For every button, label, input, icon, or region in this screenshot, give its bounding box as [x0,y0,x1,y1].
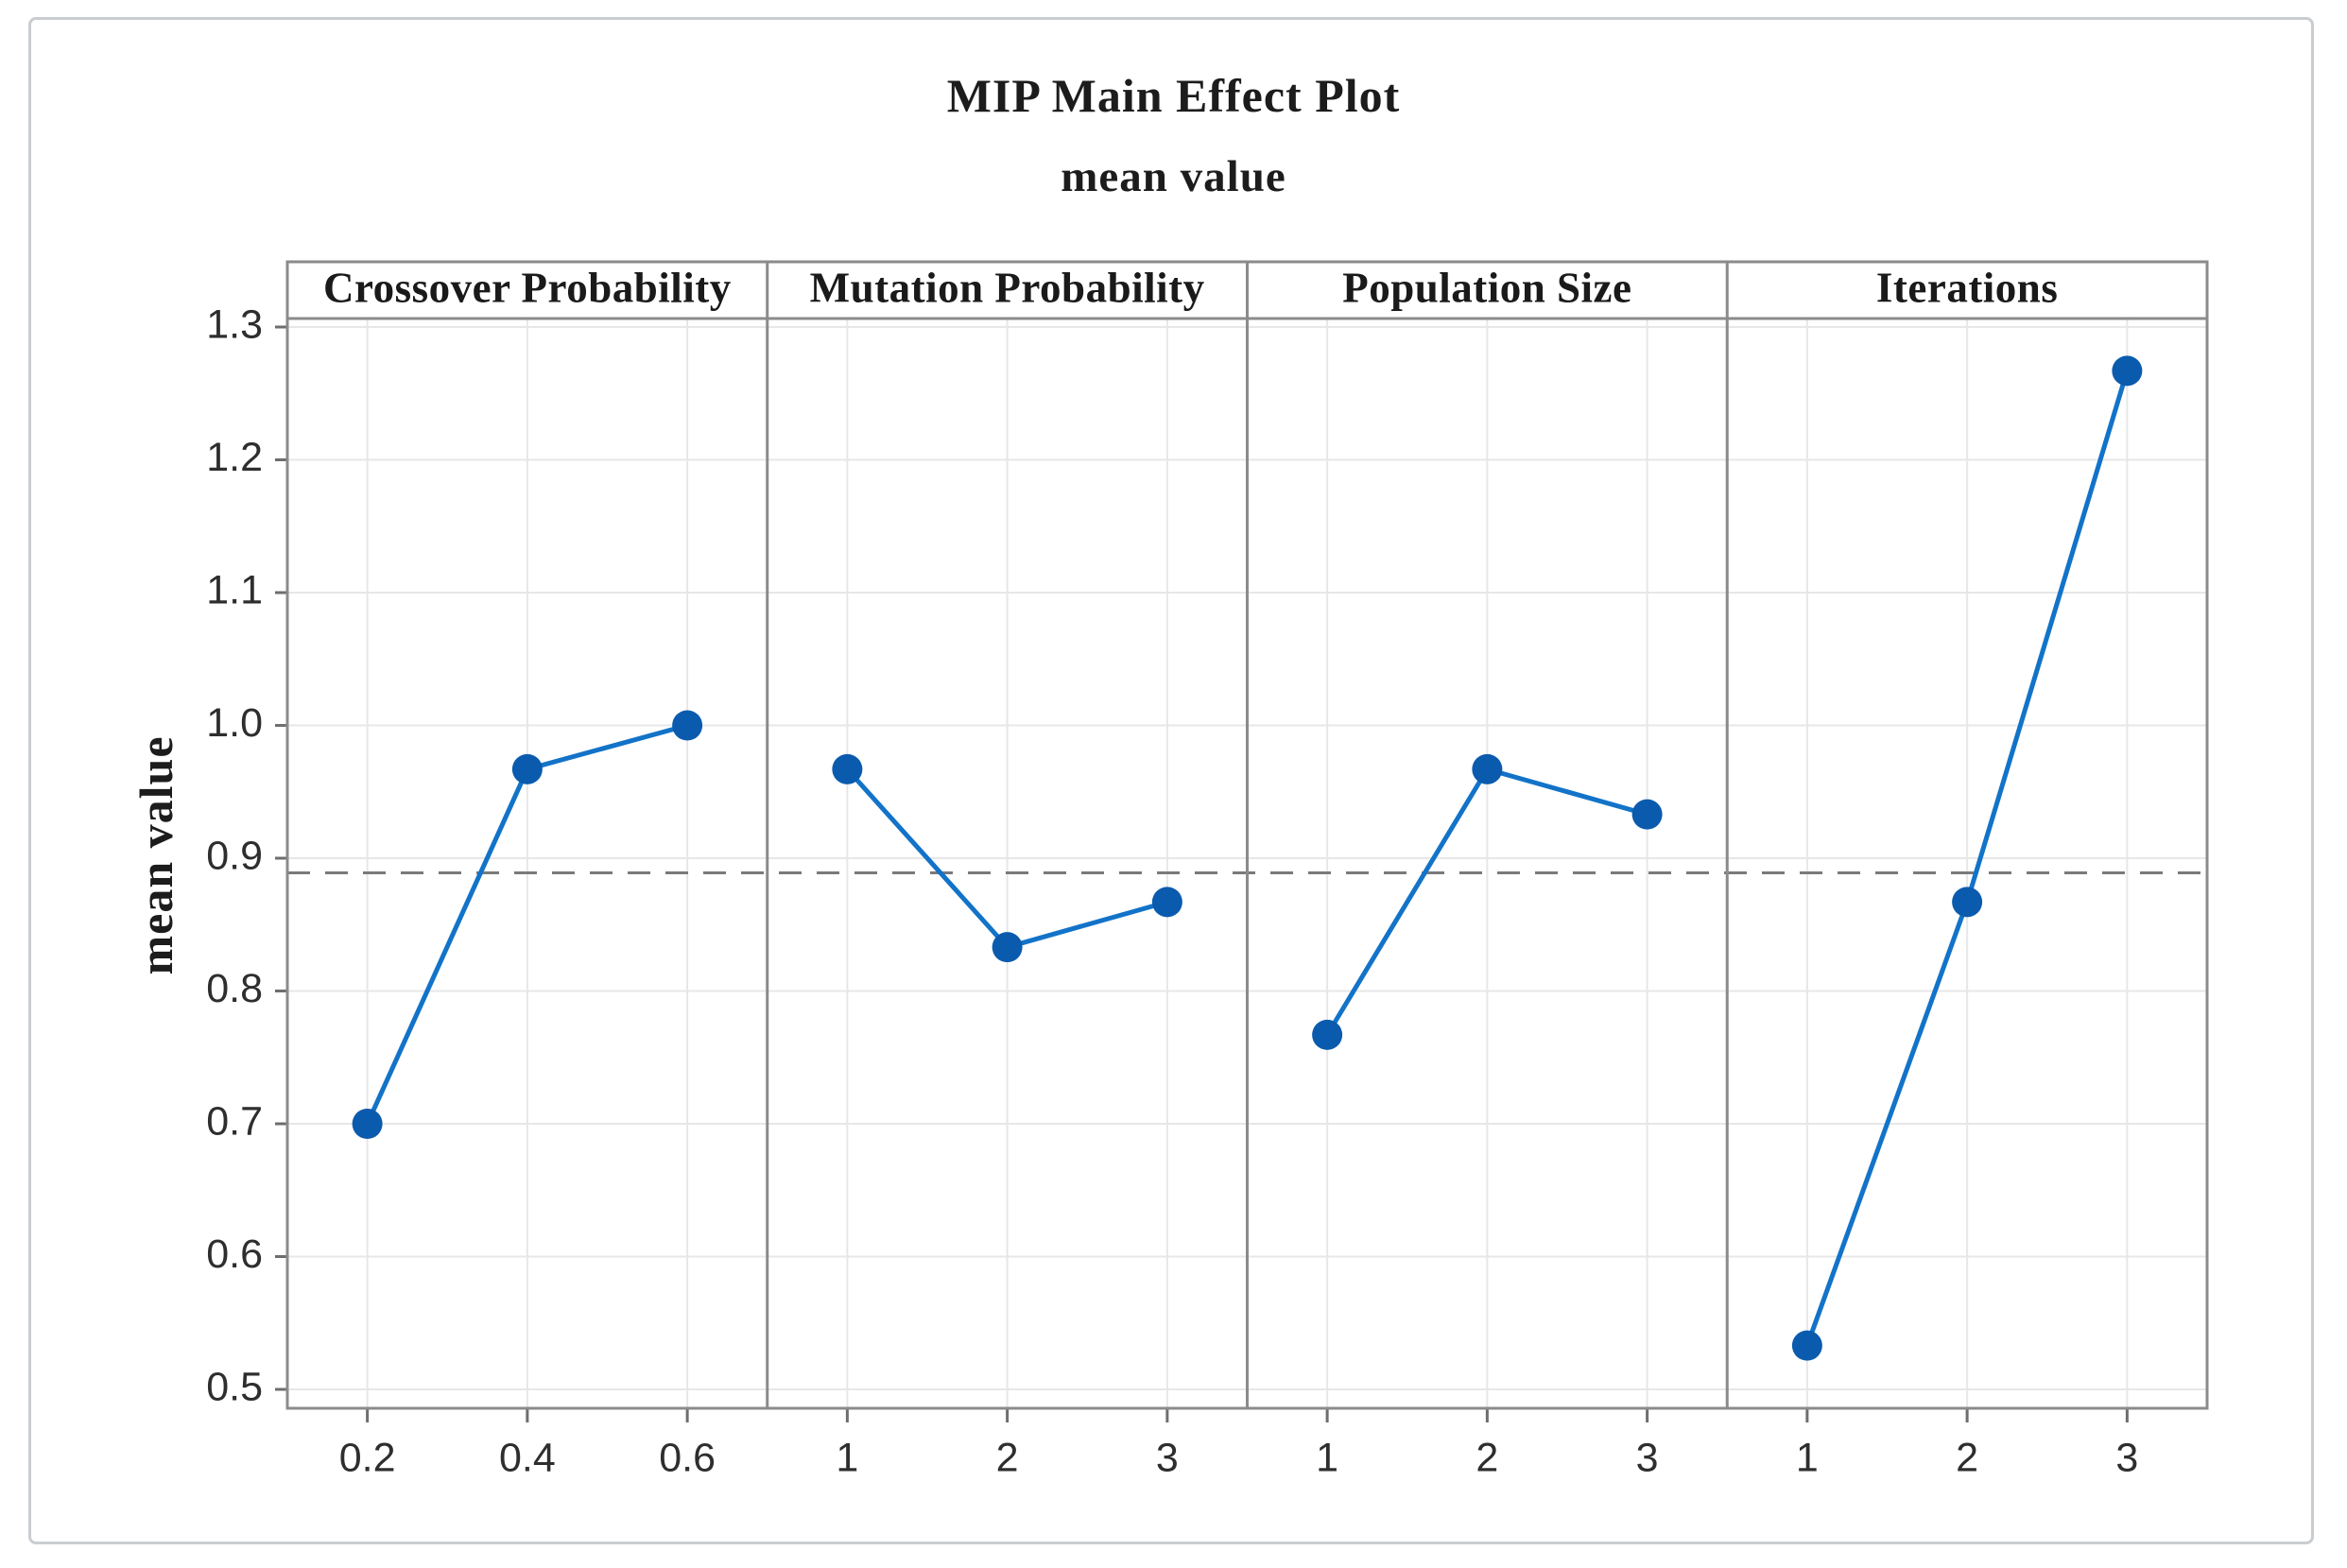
x-tick-label: 2 [996,1435,1019,1480]
data-point-marker [1791,1330,1822,1361]
panel-header-label: Population Size [1342,264,1631,311]
chart-title: MIP Main Effect Plot [946,69,1401,122]
y-tick-label: 0.8 [206,966,263,1011]
panel-header-label: Crossover Probability [323,264,732,311]
y-tick-label: 1.1 [206,567,263,612]
panel-header-label: Mutation Probability [810,264,1205,311]
data-point-marker [1312,1019,1343,1050]
x-tick-label: 1 [1316,1435,1338,1480]
data-point-marker [1151,887,1182,918]
data-point-marker [992,932,1023,963]
data-point-marker [352,1109,383,1139]
figure-outer-border [28,17,2314,1544]
data-point-marker [672,710,703,741]
x-tick-label: 1 [1796,1435,1819,1480]
y-tick-label: 1.0 [206,700,263,746]
x-tick-label: 3 [2115,1435,2138,1480]
x-tick-label: 0.2 [339,1435,396,1480]
panel-header-label: Iterations [1876,264,2058,311]
x-tick-label: 3 [1636,1435,1659,1480]
data-point-marker [2112,355,2143,387]
x-tick-label: 2 [1476,1435,1498,1480]
chart-subtitle: mean value [1061,152,1286,201]
y-tick-label: 0.9 [206,833,263,878]
y-tick-label: 0.5 [206,1364,263,1409]
x-tick-label: 2 [1956,1435,1978,1480]
data-point-marker [1952,887,1983,918]
data-point-marker [1472,753,1503,784]
y-tick-label: 1.3 [206,302,263,347]
y-tick-label: 1.2 [206,435,263,480]
x-tick-label: 1 [836,1435,858,1480]
x-tick-label: 0.6 [659,1435,716,1480]
y-tick-label: 0.7 [206,1098,263,1144]
x-tick-label: 3 [1156,1435,1179,1480]
data-point-marker [1631,799,1663,830]
x-tick-label: 0.4 [499,1435,556,1480]
y-tick-label: 0.6 [206,1232,263,1277]
data-point-marker [832,753,863,784]
data-point-marker [511,753,543,784]
